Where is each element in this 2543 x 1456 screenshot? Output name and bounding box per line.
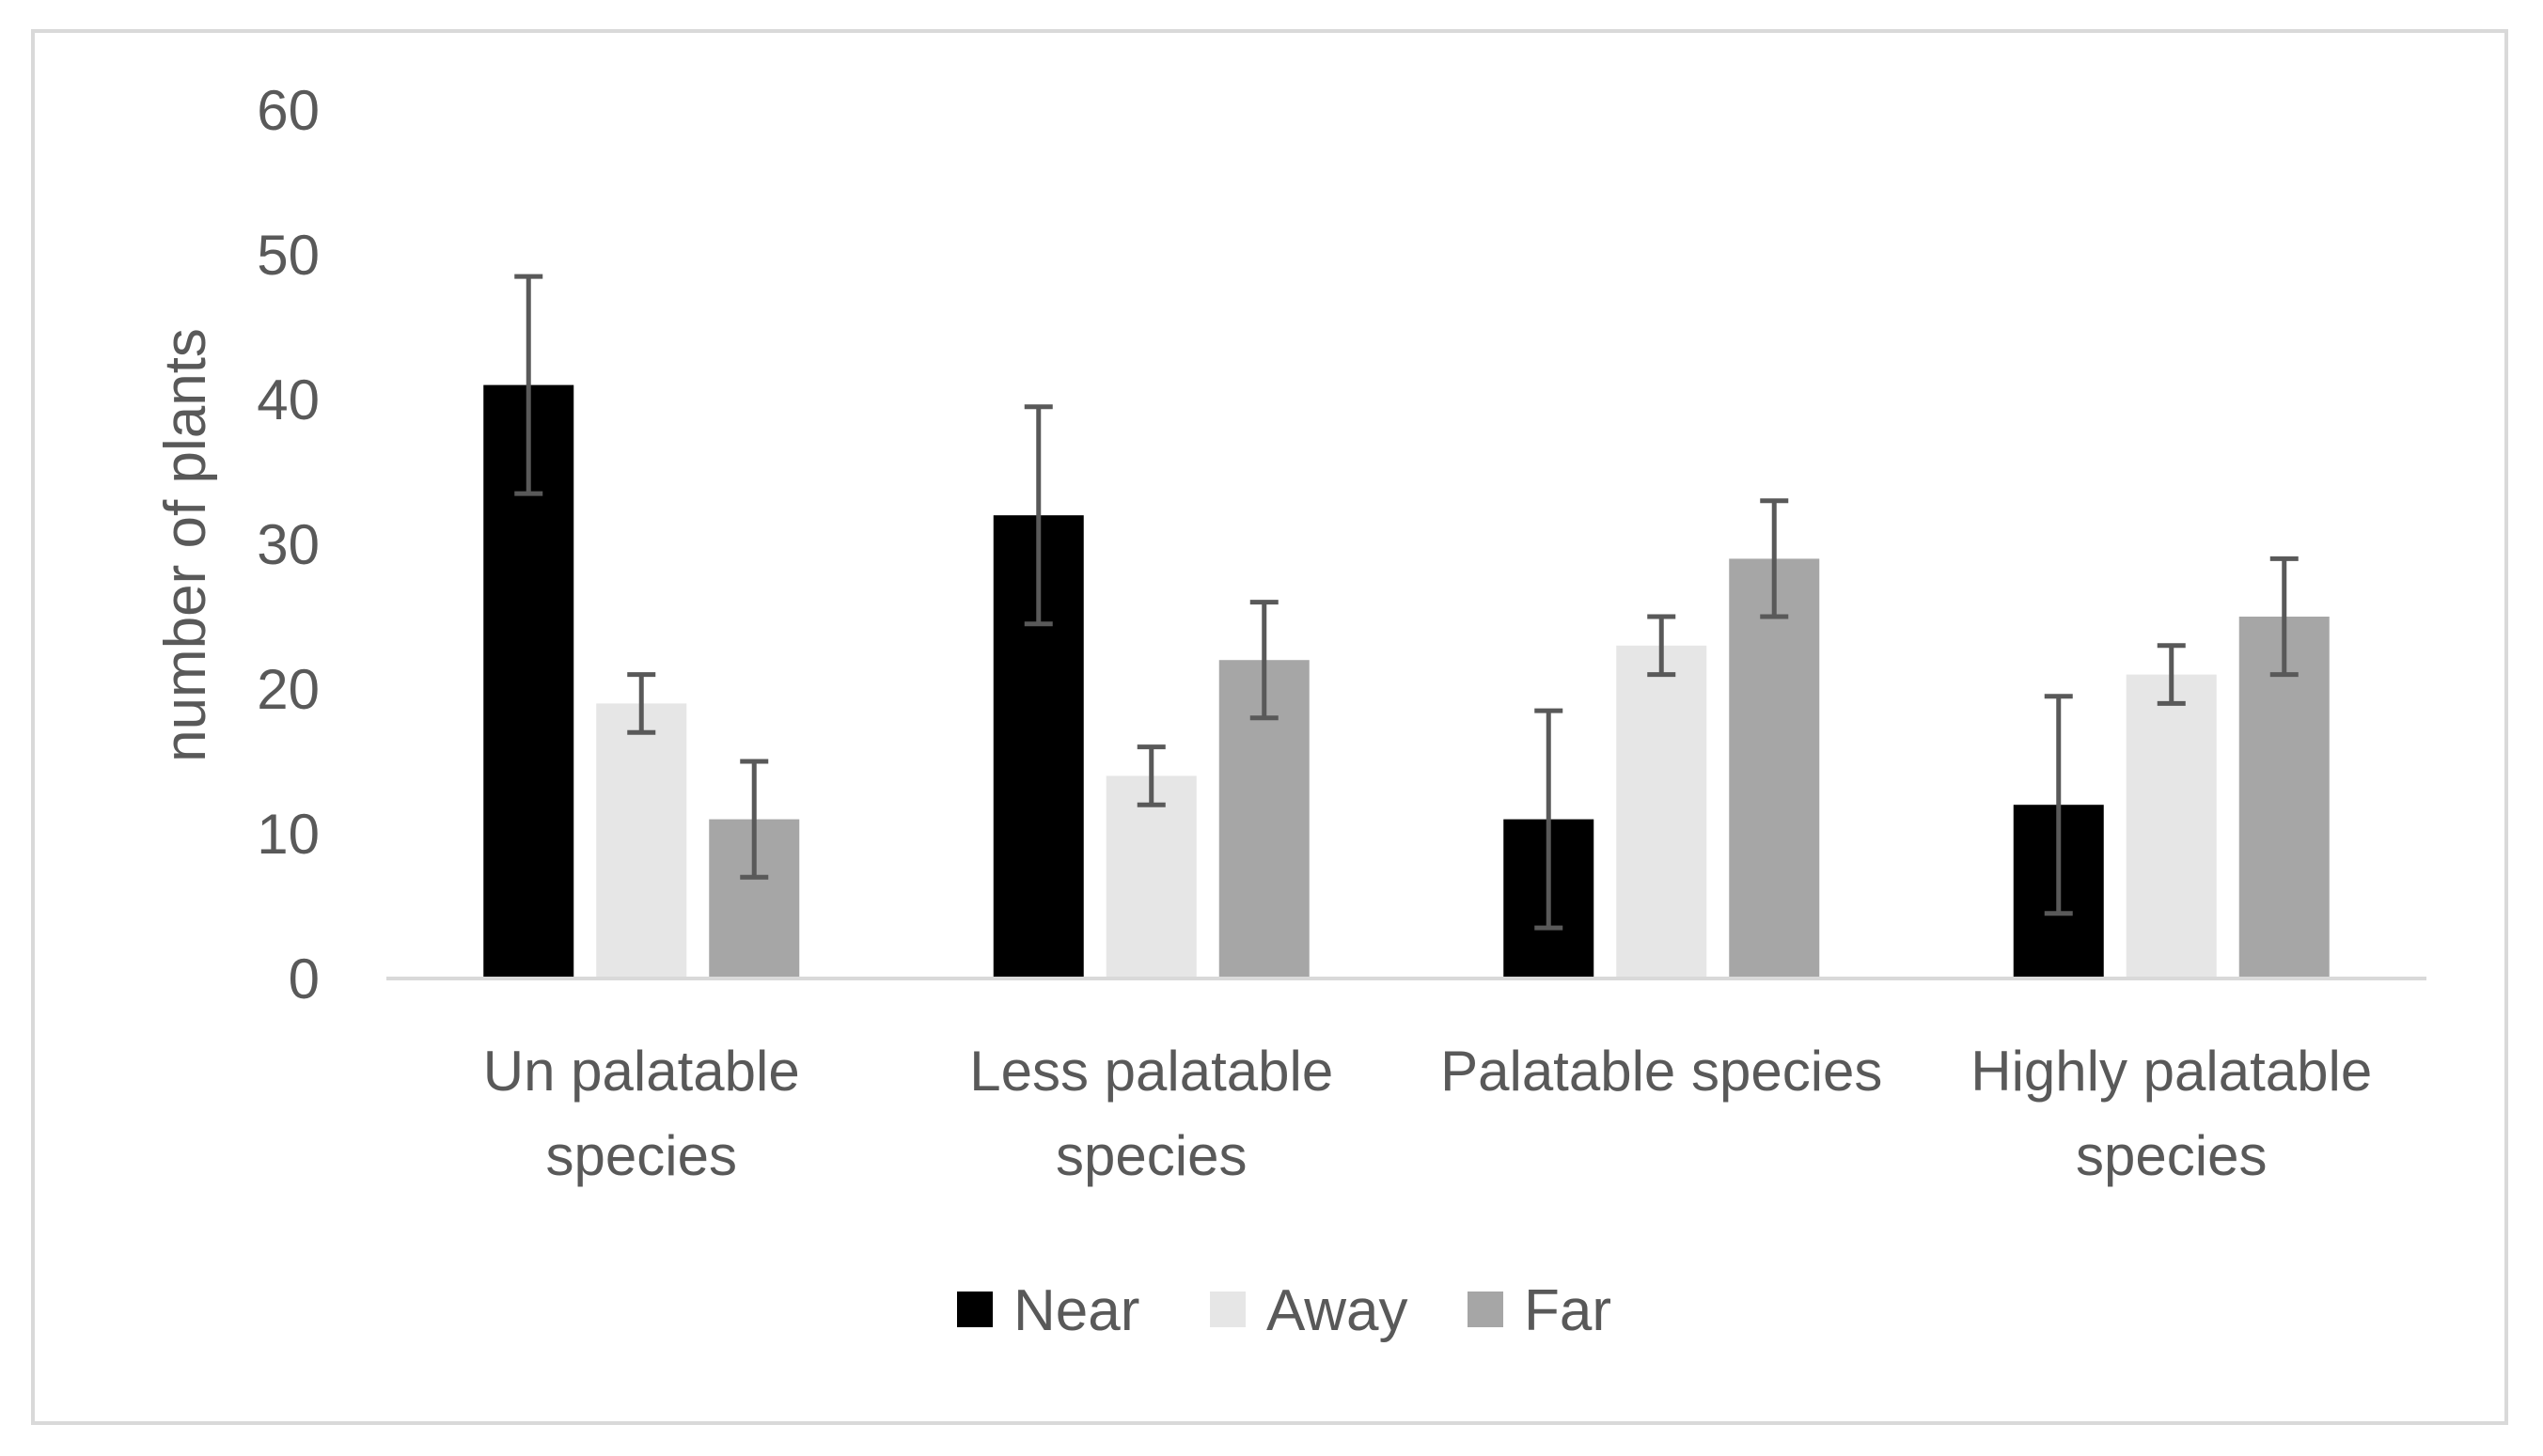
error-bar-far-1 — [1249, 600, 1279, 721]
legend: Near Away Far — [957, 1278, 1611, 1343]
legend-label-far: Far — [1524, 1278, 1611, 1343]
x-tick-label-2-line-0: Palatable species — [1440, 1040, 1882, 1103]
error-bar-near-2 — [1534, 708, 1563, 931]
legend-label-near: Near — [1013, 1278, 1139, 1343]
y-axis-title: number of plants — [153, 328, 218, 762]
y-tick-label-0: 0 — [289, 947, 320, 1010]
error-bar-away-0 — [627, 672, 656, 735]
y-tick-label-20: 20 — [257, 658, 320, 721]
bar-away-2 — [1616, 645, 1707, 978]
bar-far-3 — [2238, 617, 2330, 978]
y-tick-label-60: 60 — [257, 79, 320, 142]
legend-swatch-far — [1468, 1292, 1503, 1327]
bar-away-0 — [596, 703, 687, 978]
error-bar-far-3 — [2269, 556, 2299, 678]
x-tick-label-3-line-1: species — [2076, 1124, 2267, 1187]
error-bar-far-0 — [740, 759, 769, 880]
bar-away-1 — [1106, 775, 1197, 978]
error-bar-near-1 — [1024, 404, 1053, 627]
error-bar-away-2 — [1647, 614, 1676, 678]
x-axis-labels: Un palatable species Less palatable species… — [483, 1040, 2372, 1187]
x-tick-label-1-line-0: Less palatable — [969, 1040, 1333, 1103]
error-bar-away-1 — [1137, 744, 1166, 807]
legend-swatch-away — [1210, 1292, 1246, 1327]
y-axis-ticks: 0 10 20 30 40 50 60 — [257, 79, 320, 1010]
bar-far-2 — [1729, 558, 1820, 978]
y-tick-label-40: 40 — [257, 368, 320, 431]
bar-away-3 — [2126, 674, 2217, 978]
x-tick-label-0-line-0: Un palatable — [483, 1040, 800, 1103]
y-tick-label-50: 50 — [257, 224, 320, 287]
x-tick-label-0-line-1: species — [546, 1124, 737, 1187]
legend-label-away: Away — [1266, 1278, 1408, 1343]
error-bar-far-2 — [1760, 498, 1789, 619]
error-bar-near-3 — [2044, 694, 2073, 916]
error-bar-away-3 — [2157, 643, 2186, 706]
y-tick-label-10: 10 — [257, 803, 320, 866]
x-tick-label-3-line-0: Highly palatable — [1970, 1040, 2372, 1103]
error-bar-near-0 — [514, 274, 543, 496]
x-tick-label-1-line-1: species — [1056, 1124, 1247, 1187]
bars — [483, 384, 2330, 979]
y-tick-label-30: 30 — [257, 513, 320, 576]
legend-swatch-near — [957, 1292, 993, 1327]
error-bars — [514, 274, 2299, 931]
